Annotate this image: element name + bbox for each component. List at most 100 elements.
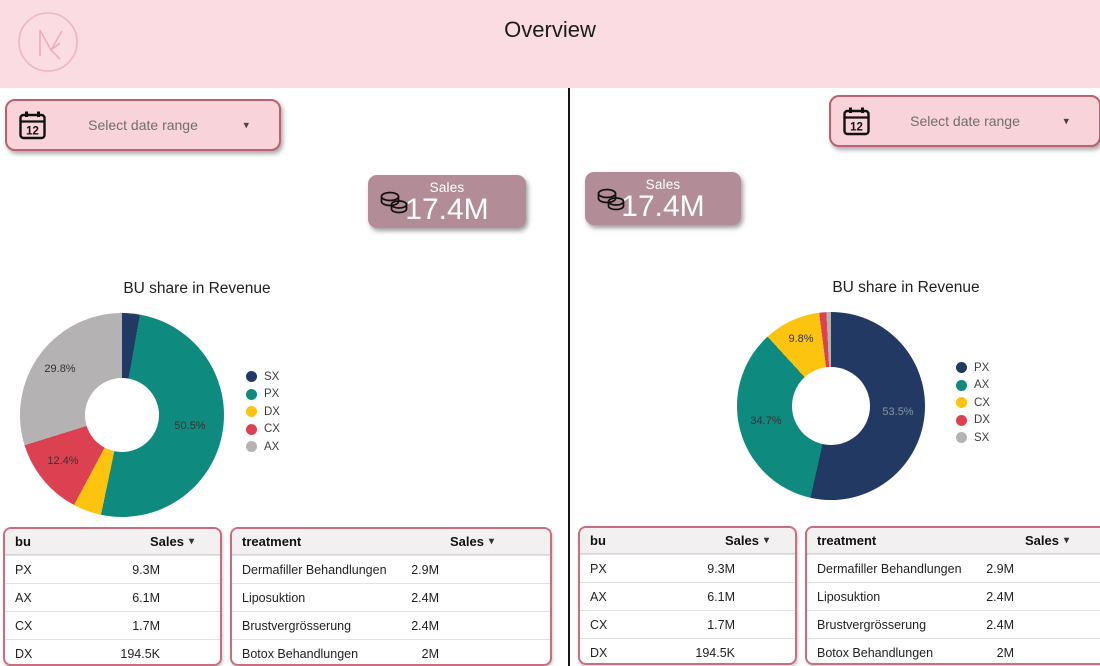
bar-track [164, 590, 216, 605]
column-header-treatment[interactable]: treatment [817, 533, 877, 548]
sales-scorecard-left: Sales 17.4M [368, 175, 526, 228]
legend-item[interactable]: PX [246, 388, 280, 400]
table-row[interactable]: AX 6.1M [5, 583, 220, 611]
legend-swatch [246, 423, 257, 435]
legend-item[interactable]: DX [956, 414, 990, 426]
treatment-table-left: treatment Sales ▾ Dermafiller Behandlunge… [230, 527, 552, 666]
sort-caret-icon[interactable]: ▾ [1063, 535, 1069, 546]
table-row[interactable]: Liposuktion 2.4M [232, 583, 550, 611]
bar-track [443, 618, 546, 633]
date-range-label: Select date range [88, 117, 198, 133]
legend-item[interactable]: CX [246, 423, 280, 435]
table-row[interactable]: CX 1.7M [580, 610, 795, 638]
table-row[interactable]: Brustvergrösserung 2.4M [232, 611, 550, 639]
legend-swatch [956, 397, 967, 409]
scorecard-label: Sales [429, 180, 465, 195]
bu-table-left: bu Sales ▾ PX 9.3M AX 6.1M CX 1.7M DX 194.5K [3, 527, 222, 666]
legend-swatch [956, 432, 967, 444]
page-title: Overview [504, 17, 596, 42]
legend-item[interactable]: AX [246, 441, 280, 453]
chevron-down-icon[interactable]: ▾ [243, 119, 249, 132]
legend-swatch [246, 406, 257, 418]
brand-logo-icon [18, 12, 78, 72]
donut-hole [792, 367, 870, 445]
legend-item[interactable]: PX [956, 362, 990, 374]
coins-icon [597, 188, 625, 211]
bar-track [739, 645, 791, 660]
bar-track [739, 589, 791, 604]
sort-caret-icon[interactable]: ▾ [763, 535, 769, 546]
calendar-icon: 12 [843, 107, 870, 135]
legend-item[interactable]: SX [246, 371, 280, 383]
slice-label-ax: 34.7% [750, 415, 782, 427]
legend-item[interactable]: SX [956, 432, 990, 444]
table-header: bu Sales ▾ [5, 529, 220, 555]
donut-chart-right[interactable]: 53.5% 34.7% 9.8% [737, 312, 925, 500]
scorecard-label: Sales [645, 177, 681, 192]
legend-swatch [246, 388, 257, 400]
coins-icon [380, 191, 408, 214]
table-row[interactable]: Botox Behandlungen 2M [807, 638, 1100, 663]
bu-table-right: bu Sales ▾ PX 9.3M AX 6.1M CX 1.7M DX 194.5K [578, 526, 797, 665]
slice-label-cx: 12.4% [47, 455, 79, 467]
column-header-bu[interactable]: bu [590, 533, 606, 548]
column-header-sales[interactable]: Sales ▾ [149, 534, 194, 549]
slice-label-cx: 9.8% [788, 333, 814, 345]
legend-item[interactable]: CX [956, 397, 990, 409]
bar-track [164, 562, 216, 577]
table-row[interactable]: Dermafiller Behandlungen 2.9M [807, 554, 1100, 582]
treatment-table-right: treatment Sales ▾ Dermafiller Behandlunge… [805, 526, 1100, 665]
sort-caret-icon[interactable]: ▾ [488, 536, 494, 547]
legend-swatch [956, 414, 967, 426]
column-header-sales[interactable]: Sales ▾ [449, 534, 494, 549]
bar-track [164, 646, 216, 661]
bar-track [443, 646, 546, 661]
bar-track [739, 561, 791, 576]
table-row[interactable]: Liposuktion 2.4M [807, 582, 1100, 610]
legend-swatch [246, 441, 257, 453]
table-row[interactable]: PX 9.3M [5, 555, 220, 583]
bar-track [739, 617, 791, 632]
column-header-sales[interactable]: Sales ▾ [1024, 533, 1069, 548]
table-row[interactable]: Brustvergrösserung 2.4M [807, 610, 1100, 638]
sort-caret-icon[interactable]: ▾ [188, 536, 194, 547]
svg-text:12: 12 [850, 121, 863, 133]
legend-item[interactable]: DX [246, 406, 280, 418]
date-range-selector-right[interactable]: 12 Select date range ▾ [829, 95, 1100, 147]
slice-label-px: 50.5% [174, 420, 206, 432]
table-row[interactable]: CX 1.7M [5, 611, 220, 639]
slice-label-px: 53.5% [882, 406, 914, 418]
date-range-selector-left[interactable]: 12 Select date range ▾ [5, 99, 281, 151]
chart-legend-right: PX AX CX DX SX [956, 362, 990, 450]
date-range-label: Select date range [910, 113, 1020, 129]
bar-track [1018, 617, 1100, 632]
calendar-icon: 12 [19, 111, 46, 139]
table-header: bu Sales ▾ [580, 528, 795, 554]
bar-track [1018, 589, 1100, 604]
column-header-bu[interactable]: bu [15, 534, 31, 549]
legend-item[interactable]: AX [956, 379, 990, 391]
table-row[interactable]: PX 9.3M [580, 554, 795, 582]
table-row[interactable]: AX 6.1M [580, 582, 795, 610]
column-header-sales[interactable]: Sales ▾ [724, 533, 769, 548]
column-header-treatment[interactable]: treatment [242, 534, 302, 549]
bar-track [164, 618, 216, 633]
table-row[interactable]: DX 194.5K [580, 638, 795, 663]
table-row[interactable]: Botox Behandlungen 2M [232, 639, 550, 664]
bar-track [443, 590, 546, 605]
svg-text:12: 12 [26, 125, 39, 137]
table-row[interactable]: DX 194.5K [5, 639, 220, 664]
legend-swatch [246, 371, 257, 383]
scorecard-value: 17.4M [621, 190, 705, 223]
table-row[interactable]: Dermafiller Behandlungen 2.9M [232, 555, 550, 583]
slice-label-ax: 29.8% [44, 363, 76, 375]
bar-track [1018, 561, 1100, 576]
chevron-down-icon[interactable]: ▾ [1063, 115, 1069, 128]
chart-title-left: BU share in Revenue [123, 280, 271, 297]
donut-chart-left[interactable]: 50.5% 12.4% 29.8% [20, 313, 224, 517]
chart-legend-left: SX PX DX CX AX [246, 371, 280, 459]
bar-track [443, 562, 546, 577]
legend-swatch [956, 362, 967, 374]
bar-track [1018, 645, 1100, 660]
table-header: treatment Sales ▾ [232, 529, 550, 555]
